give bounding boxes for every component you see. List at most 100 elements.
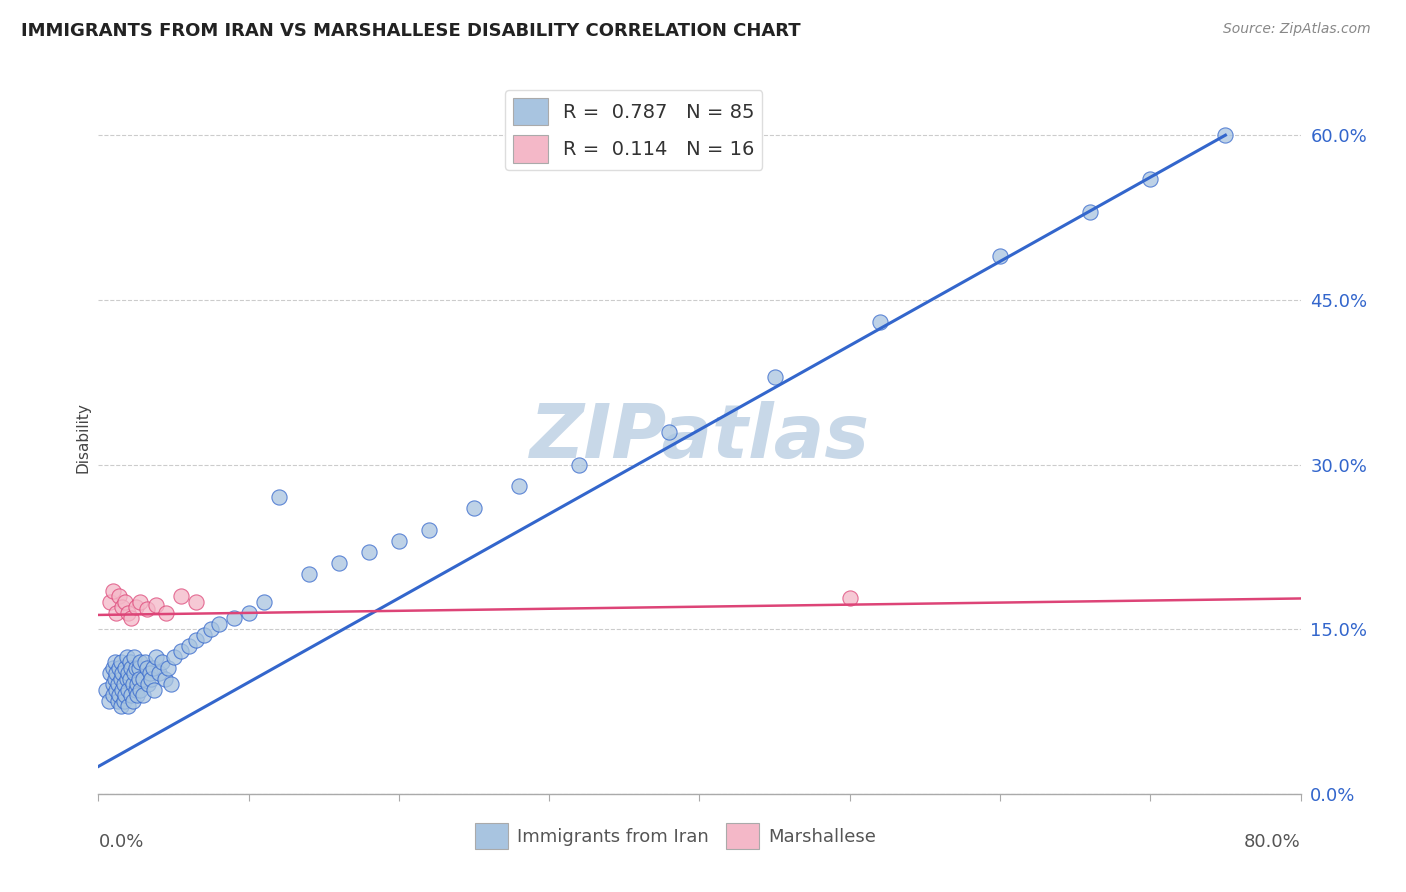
Point <box>155 606 177 620</box>
Point <box>100 595 122 609</box>
Point <box>145 598 167 612</box>
Point <box>1215 128 1237 143</box>
Point <box>114 660 136 674</box>
Point <box>148 666 170 681</box>
Point <box>110 699 132 714</box>
Point <box>135 602 157 616</box>
Point <box>111 682 134 697</box>
Point <box>184 633 207 648</box>
Point <box>238 606 260 620</box>
Point <box>128 660 150 674</box>
Point <box>105 682 128 697</box>
Text: IMMIGRANTS FROM IRAN VS MARSHALLESE DISABILITY CORRELATION CHART: IMMIGRANTS FROM IRAN VS MARSHALLESE DISA… <box>21 22 800 40</box>
Point <box>100 666 122 681</box>
Point <box>108 660 131 674</box>
Point <box>110 655 132 669</box>
Point <box>988 249 1011 263</box>
Point <box>128 672 150 686</box>
Point <box>170 644 193 658</box>
Point <box>463 501 485 516</box>
Point <box>1139 172 1161 186</box>
Point <box>150 655 173 669</box>
Point <box>107 693 129 707</box>
Point <box>193 628 215 642</box>
Point <box>184 595 207 609</box>
Point <box>103 677 125 691</box>
Point <box>121 660 143 674</box>
Point <box>111 600 134 615</box>
Point <box>103 660 125 674</box>
Point <box>129 682 152 697</box>
Point <box>658 425 681 439</box>
Point <box>108 688 131 702</box>
Point <box>114 688 136 702</box>
Point <box>132 672 155 686</box>
Legend: Immigrants from Iran, Marshallese: Immigrants from Iran, Marshallese <box>468 816 883 856</box>
Point <box>107 677 129 691</box>
Point <box>145 649 167 664</box>
Point <box>1078 205 1101 219</box>
Point <box>838 591 860 606</box>
Point <box>110 672 132 686</box>
Point <box>104 655 127 669</box>
Point <box>418 524 440 538</box>
Point <box>267 491 290 505</box>
Point <box>134 655 156 669</box>
Point <box>112 677 135 691</box>
Point <box>156 660 179 674</box>
Point <box>111 666 134 681</box>
Point <box>141 660 163 674</box>
Point <box>103 583 125 598</box>
Point <box>117 699 139 714</box>
Point <box>132 688 155 702</box>
Point <box>135 660 157 674</box>
Point <box>124 649 146 664</box>
Point <box>117 682 139 697</box>
Point <box>508 479 530 493</box>
Point <box>328 557 350 571</box>
Point <box>298 567 321 582</box>
Point <box>170 589 193 603</box>
Point <box>117 606 139 620</box>
Point <box>200 622 222 636</box>
Point <box>357 545 380 559</box>
Point <box>104 672 127 686</box>
Point <box>388 534 411 549</box>
Point <box>568 458 591 472</box>
Point <box>208 616 231 631</box>
Point <box>122 693 145 707</box>
Point <box>869 315 891 329</box>
Point <box>105 606 128 620</box>
Point <box>118 672 141 686</box>
Point <box>129 595 152 609</box>
Point <box>114 595 136 609</box>
Point <box>122 677 145 691</box>
Point <box>105 666 128 681</box>
Point <box>118 655 141 669</box>
Point <box>129 655 152 669</box>
Point <box>253 595 276 609</box>
Point <box>94 682 117 697</box>
Point <box>124 666 146 681</box>
Point <box>153 672 176 686</box>
Point <box>115 649 138 664</box>
Text: Source: ZipAtlas.com: Source: ZipAtlas.com <box>1223 22 1371 37</box>
Point <box>112 693 135 707</box>
Point <box>117 666 139 681</box>
Point <box>121 611 143 625</box>
Point <box>97 693 120 707</box>
Text: 0.0%: 0.0% <box>98 833 143 851</box>
Point <box>121 688 143 702</box>
Point <box>138 666 160 681</box>
Point <box>136 677 159 691</box>
Point <box>159 677 181 691</box>
Point <box>143 682 166 697</box>
Point <box>103 688 125 702</box>
Point <box>115 672 138 686</box>
Point <box>108 589 131 603</box>
Y-axis label: Disability: Disability <box>75 401 90 473</box>
Point <box>127 688 149 702</box>
Point <box>125 660 148 674</box>
Point <box>763 369 786 384</box>
Point <box>125 682 148 697</box>
